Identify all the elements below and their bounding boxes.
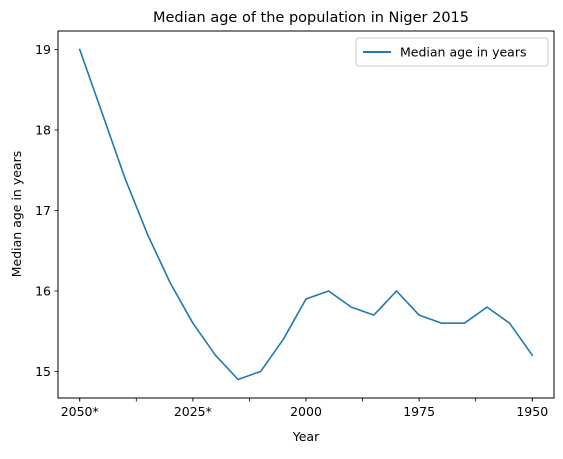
y-tick-label: 18 <box>35 122 51 137</box>
x-axis-ticks: 2050* 2025* 2000 1975 1950 <box>61 398 548 419</box>
x-tick-label: 2000 <box>290 404 322 419</box>
legend: Median age in years <box>355 37 549 67</box>
y-tick-label: 16 <box>35 283 51 298</box>
legend-box <box>355 37 549 67</box>
x-tick-label: 1975 <box>403 404 435 419</box>
x-tick-label: 1950 <box>516 404 548 419</box>
y-axis-ticks: 15 16 17 18 19 <box>35 42 58 379</box>
y-axis-label: Median age in years <box>9 151 24 277</box>
y-tick-label: 15 <box>35 364 51 379</box>
chart-title: Median age of the population in Niger 20… <box>153 10 469 26</box>
y-tick-label: 19 <box>35 42 51 57</box>
legend-label-median-age: Median age in years <box>400 45 526 60</box>
x-axis-label: Year <box>292 429 320 444</box>
x-tick-label: 2050* <box>61 404 99 419</box>
plot-frame <box>57 30 555 399</box>
x-tick-label: 2025* <box>174 404 212 419</box>
series-line-median-age <box>78 48 534 381</box>
series-lines <box>78 48 534 381</box>
y-tick-label: 17 <box>35 203 51 218</box>
